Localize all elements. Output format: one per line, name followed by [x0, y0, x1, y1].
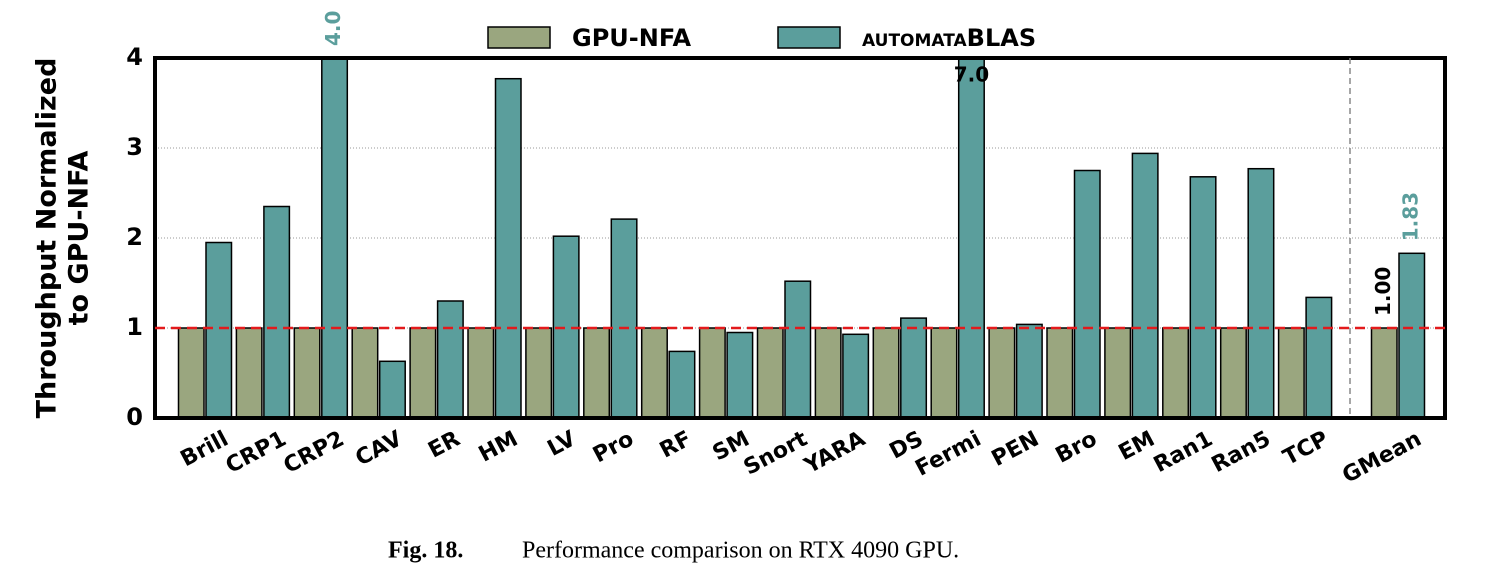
bar [1277, 327, 1305, 418]
caption-label: Fig. 18. [388, 538, 463, 564]
bar [1305, 296, 1333, 418]
value-label: 1.00 [1371, 267, 1395, 316]
x-tick-label: TCP [1279, 427, 1332, 471]
bar [1073, 169, 1101, 418]
y-axis-label: Throughput Normalized [32, 58, 63, 419]
bar [1131, 152, 1159, 418]
legend-label: automataBLAS [862, 24, 1036, 52]
bar [726, 331, 754, 418]
bar [293, 327, 321, 418]
bar [610, 218, 638, 418]
bar [321, 58, 349, 418]
bar [1104, 327, 1132, 418]
bar [784, 280, 812, 418]
bar [205, 241, 233, 418]
legend-swatch [777, 26, 841, 49]
x-tick-label: CRP2 [280, 427, 349, 479]
bar [177, 327, 205, 418]
x-tick-label: GMean [1339, 427, 1426, 489]
bar [467, 327, 495, 418]
x-tick-label: CRP1 [222, 427, 291, 479]
value-label: 4.0 [321, 11, 345, 46]
bar [1162, 327, 1190, 418]
y-tick-label: 2 [126, 223, 143, 251]
legend-swatch [487, 26, 551, 49]
y-axis-label: to GPU-NFA [64, 151, 95, 326]
bar [235, 327, 263, 418]
x-tick-label: Bro [1052, 427, 1101, 469]
x-tick-label: Fermi [911, 427, 985, 482]
x-tick-label: PEN [988, 427, 1044, 472]
x-tick-label: Ran5 [1208, 427, 1275, 479]
bar [409, 327, 437, 418]
x-tick-label: RF [656, 427, 696, 464]
bar [698, 327, 726, 418]
bar [1189, 176, 1217, 418]
value-label: 1.83 [1398, 192, 1422, 241]
y-tick-label: 4 [126, 43, 143, 71]
bar [436, 300, 464, 418]
bar [351, 327, 379, 418]
bar [957, 58, 985, 418]
bar [1370, 327, 1398, 418]
bar [1046, 327, 1074, 418]
bar [988, 327, 1016, 418]
x-tick-label: HM [475, 427, 522, 468]
x-tick-label: LV [544, 427, 580, 462]
plot-frame [153, 56, 1447, 420]
bar [1015, 323, 1043, 418]
y-tick-label: 3 [126, 133, 143, 161]
value-label: 7.0 [954, 63, 989, 87]
bar [842, 333, 870, 418]
bar [872, 327, 900, 418]
bar [525, 327, 553, 418]
bar [668, 350, 696, 418]
x-tick-label: YARA [800, 427, 870, 480]
bar [494, 77, 522, 418]
bar [1247, 167, 1275, 418]
legend-label: GPU-NFA [572, 24, 691, 52]
x-tick-label: Ran1 [1150, 427, 1217, 479]
x-tick-label: ER [424, 426, 464, 463]
y-tick-label: 1 [126, 313, 143, 341]
bar [900, 317, 928, 418]
bar [756, 327, 784, 418]
x-tick-label: Snort [740, 426, 812, 480]
caption-text: Performance comparison on RTX 4090 GPU. [522, 538, 959, 564]
bar [640, 327, 668, 418]
bar [930, 327, 958, 418]
bar [1219, 327, 1247, 418]
plot-area [155, 58, 1445, 418]
bar [378, 360, 406, 418]
bar [1398, 252, 1426, 418]
y-tick-label: 0 [126, 403, 143, 431]
x-tick-label: CAV [352, 427, 407, 472]
x-tick-label: Pro [589, 427, 638, 469]
bar [814, 327, 842, 418]
bar [263, 205, 291, 418]
x-tick-label: Brill [177, 427, 233, 473]
bar [583, 327, 611, 418]
